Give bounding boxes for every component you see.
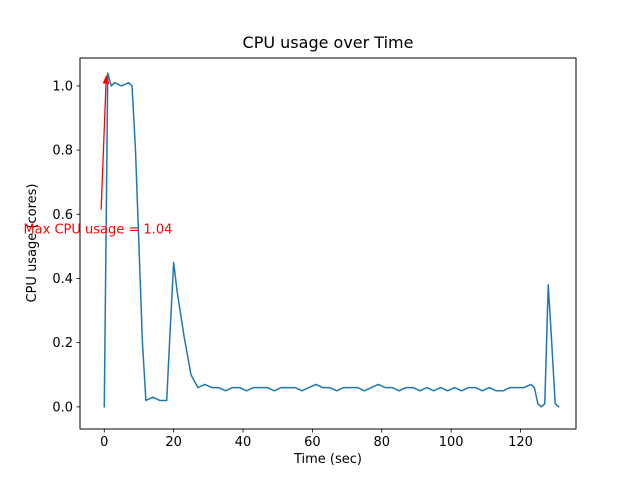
max-cpu-annotation: Max CPU usage = 1.04 [23, 223, 172, 238]
axes-frame [79, 57, 577, 430]
x-axis-label: Time (sec) [293, 452, 362, 467]
x-tick-label: 20 [165, 435, 182, 450]
y-tick-label: 0.0 [52, 400, 73, 415]
chart-title: CPU usage over Time [243, 33, 414, 52]
plot-area: 0 20 40 60 80 100 120 0.0 0.2 0.4 0.6 0.8 1.0 [52, 57, 577, 450]
x-tick-label: 100 [439, 435, 464, 450]
annotation-arrow-shaft [100, 83, 107, 210]
x-tick-label: 60 [304, 435, 321, 450]
x-tick-label: 80 [373, 435, 390, 450]
y-tick-label: 1.0 [52, 79, 73, 94]
annotation-arrow-head [102, 74, 110, 84]
y-tick-label: 0.6 [52, 208, 73, 223]
cpu-usage-line [103, 72, 560, 408]
x-tick-label: 40 [235, 435, 252, 450]
x-tick-label: 120 [508, 435, 533, 450]
y-tick-label: 0.2 [52, 336, 73, 351]
x-tick-label: 0 [100, 435, 108, 450]
y-axis-label: CPU usage (cores) [25, 184, 40, 303]
y-tick-label: 0.8 [52, 144, 73, 159]
y-tick-label: 0.4 [52, 272, 73, 287]
